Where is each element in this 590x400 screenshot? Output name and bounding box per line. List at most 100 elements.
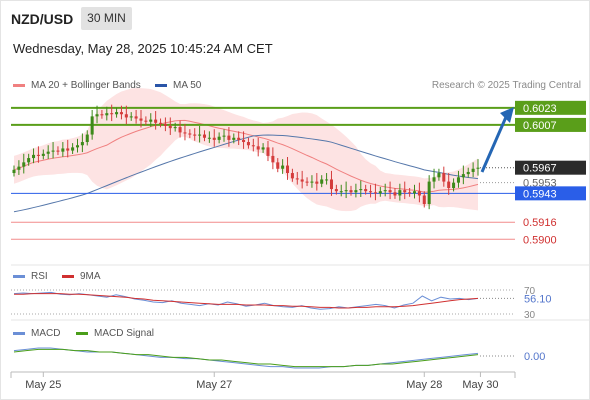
candle-body <box>349 190 353 193</box>
candle-body <box>198 134 202 136</box>
candle-body <box>447 181 451 188</box>
candle-body <box>466 171 470 175</box>
macd-signal-swatch <box>76 331 88 335</box>
candle-body <box>461 174 465 178</box>
candle-body <box>66 148 70 151</box>
credit-text: Research © 2025 Trading Central <box>431 80 581 91</box>
candle-body <box>383 190 387 192</box>
candle-body <box>202 134 206 138</box>
rsi-ma-line <box>14 293 479 309</box>
candle-body <box>144 120 148 122</box>
macd-last-label: 0.00 <box>524 351 545 363</box>
candle-body <box>56 150 60 152</box>
last-price-box <box>515 160 586 175</box>
candle-body <box>227 135 231 140</box>
candle-body <box>154 119 158 123</box>
candle-body <box>95 114 99 117</box>
forecast-arrow-line <box>480 116 508 173</box>
pair-title: NZD/USD <box>11 11 74 27</box>
rsi-swatch <box>13 274 25 278</box>
macd-swatch <box>13 331 25 335</box>
candle-body <box>222 135 226 137</box>
timestamp: Wednesday, May 28, 2025 10:45:24 AM CET <box>13 41 273 56</box>
candle-body <box>290 173 294 179</box>
candle-body <box>207 137 211 139</box>
candle-body <box>237 137 241 140</box>
legend-ma50-label: MA 50 <box>173 80 202 91</box>
rsi-ma-swatch <box>62 274 74 278</box>
candle-body <box>398 190 402 196</box>
legend-rsi-label: RSI <box>31 271 48 282</box>
candle-body <box>173 127 177 129</box>
ma20-line <box>13 119 479 193</box>
candle-body <box>90 116 94 135</box>
candle-body <box>295 178 299 180</box>
candle-body <box>417 191 421 196</box>
support-minor-label: 0.5916 <box>523 217 557 229</box>
legend-macd: MACD <box>13 328 60 339</box>
candle-body <box>134 116 138 119</box>
candle-body <box>271 155 275 163</box>
candle-body <box>105 113 109 116</box>
candle-body <box>36 154 40 156</box>
candle-body <box>12 169 16 174</box>
rsi-last-label: 56.10 <box>524 293 552 305</box>
candle-body <box>159 122 163 124</box>
candle-body <box>300 179 304 182</box>
legend-rsi: RSI <box>13 271 48 282</box>
rsi-tick-label: 70 <box>524 286 536 297</box>
ma50-swatch <box>155 83 167 87</box>
candle-body <box>124 114 128 118</box>
candle-body <box>212 137 216 140</box>
candle-body <box>17 166 21 170</box>
candle-body <box>163 123 167 126</box>
candle-body <box>281 165 285 169</box>
timeframe-button[interactable]: 30 MIN <box>81 7 132 30</box>
candle-body <box>110 113 114 115</box>
legend-macd-signal: MACD Signal <box>76 328 154 339</box>
bollinger-swatch <box>13 83 25 87</box>
candle-body <box>276 162 280 169</box>
candle-body <box>373 192 377 194</box>
candle-body <box>242 139 246 143</box>
candle-body <box>51 150 55 152</box>
candle-body <box>320 179 324 184</box>
candle-body <box>32 154 36 159</box>
support-label-box <box>515 186 586 201</box>
legend-rsi-ma-label: 9MA <box>80 271 101 282</box>
candle-body <box>344 190 348 192</box>
x-tick-label: May 27 <box>196 379 232 391</box>
candle-body <box>149 119 153 122</box>
candle-body <box>41 153 45 156</box>
candle-body <box>412 191 417 194</box>
candle-body <box>286 165 290 174</box>
resistance-label: 0.6023 <box>523 103 557 115</box>
candle-body <box>364 189 368 192</box>
forecast-arrow-head <box>500 107 514 124</box>
macd-signal-line <box>13 348 479 368</box>
candle-body <box>359 189 363 191</box>
candle-body <box>100 114 104 116</box>
ma50-line <box>13 134 479 213</box>
candle-body <box>46 151 50 154</box>
candle-body <box>256 146 260 150</box>
legend-rsi-ma: 9MA <box>62 271 101 282</box>
candle-body <box>168 126 172 129</box>
candle-body <box>329 179 333 190</box>
legend-bollinger: MA 20 + Bollinger Bands <box>13 80 141 91</box>
candle-body <box>442 173 446 182</box>
candle-body <box>305 181 309 183</box>
candle-body <box>183 132 187 134</box>
candle-body <box>193 134 197 136</box>
macd-line <box>13 347 479 369</box>
candle-body <box>408 192 412 194</box>
support-minor-label: 0.5900 <box>523 234 557 246</box>
candle-body <box>22 162 26 167</box>
candle-body <box>251 145 255 147</box>
resistance-label-box <box>515 100 586 115</box>
support-label: 0.5943 <box>523 188 557 200</box>
candle-body <box>452 182 456 188</box>
candle-body <box>266 147 270 156</box>
candle-body <box>75 145 80 148</box>
candle-body <box>354 190 358 193</box>
